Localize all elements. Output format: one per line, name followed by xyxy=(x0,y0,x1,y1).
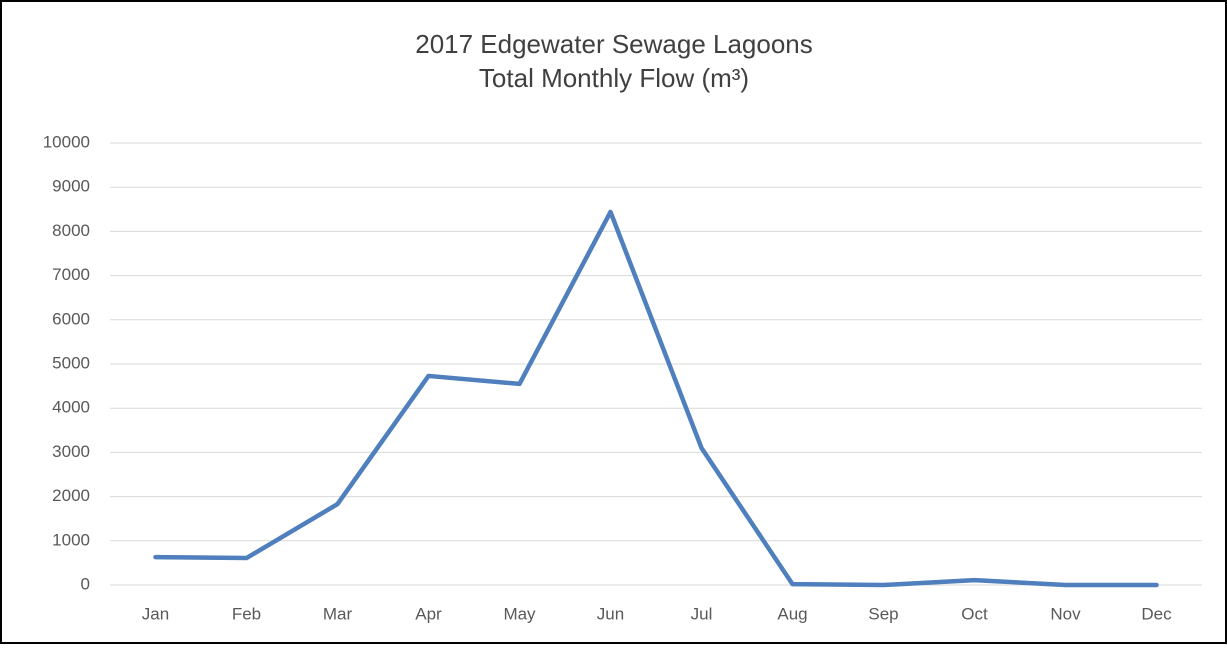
y-tick-label: 6000 xyxy=(52,309,90,328)
x-tick-label: Aug xyxy=(777,604,807,623)
x-tick-label: Nov xyxy=(1050,604,1081,623)
y-tick-label: 4000 xyxy=(52,398,90,417)
chart-title: 2017 Edgewater Sewage Lagoons xyxy=(415,29,813,59)
x-tick-label: Apr xyxy=(415,604,442,623)
y-tick-label: 0 xyxy=(81,574,90,593)
x-tick-label: Jun xyxy=(597,604,624,623)
y-tick-label: 9000 xyxy=(52,177,90,196)
x-tick-label: Mar xyxy=(323,604,353,623)
y-tick-label: 10000 xyxy=(43,132,90,151)
x-tick-label: Oct xyxy=(961,604,988,623)
y-tick-label: 8000 xyxy=(52,221,90,240)
chart-subtitle: Total Monthly Flow (m³) xyxy=(479,63,749,93)
y-tick-label: 7000 xyxy=(52,265,90,284)
data-line xyxy=(153,209,1159,588)
y-tick-label: 1000 xyxy=(52,530,90,549)
x-tick-label: Sep xyxy=(868,604,898,623)
x-tick-label: Jul xyxy=(691,604,713,623)
x-tick-label: May xyxy=(503,604,536,623)
x-tick-label: Feb xyxy=(232,604,261,623)
x-tick-label: Jan xyxy=(142,604,169,623)
y-tick-label: 5000 xyxy=(52,353,90,372)
y-tick-label: 2000 xyxy=(52,486,90,505)
y-tick-label: 3000 xyxy=(52,442,90,461)
x-tick-label: Dec xyxy=(1141,604,1172,623)
